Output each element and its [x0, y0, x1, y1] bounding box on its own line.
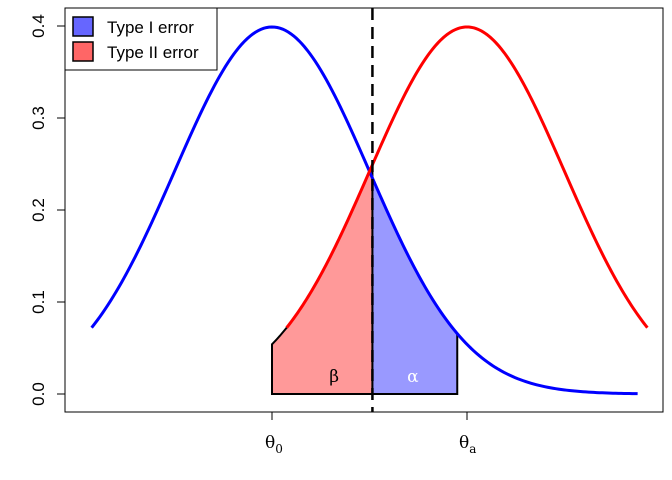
alpha-label: α	[407, 367, 419, 387]
beta-label: β	[329, 367, 339, 387]
x-axis: θ0 θa	[265, 412, 476, 456]
legend-label-type-i: Type I error	[107, 18, 194, 37]
x-tick-label-thetaa: θa	[459, 433, 476, 456]
y-tick-label: 0.3	[29, 106, 48, 130]
legend: Type I error Type II error	[64, 7, 218, 71]
legend-swatch-type-ii	[72, 41, 94, 62]
alternative-distribution-curve	[285, 25, 649, 329]
legend-swatch-type-i	[72, 16, 94, 37]
y-tick-label: 0.1	[29, 290, 48, 314]
y-tick-label: 0.2	[29, 198, 48, 222]
null-distribution-curve	[90, 25, 638, 396]
y-axis: 0.0 0.1 0.2 0.3 0.4	[29, 14, 66, 406]
legend-label-type-ii: Type II error	[107, 43, 199, 62]
y-tick-label: 0.0	[29, 382, 48, 406]
x-tick-label-theta0: θ0	[265, 433, 283, 456]
y-tick-label: 0.4	[29, 14, 48, 38]
